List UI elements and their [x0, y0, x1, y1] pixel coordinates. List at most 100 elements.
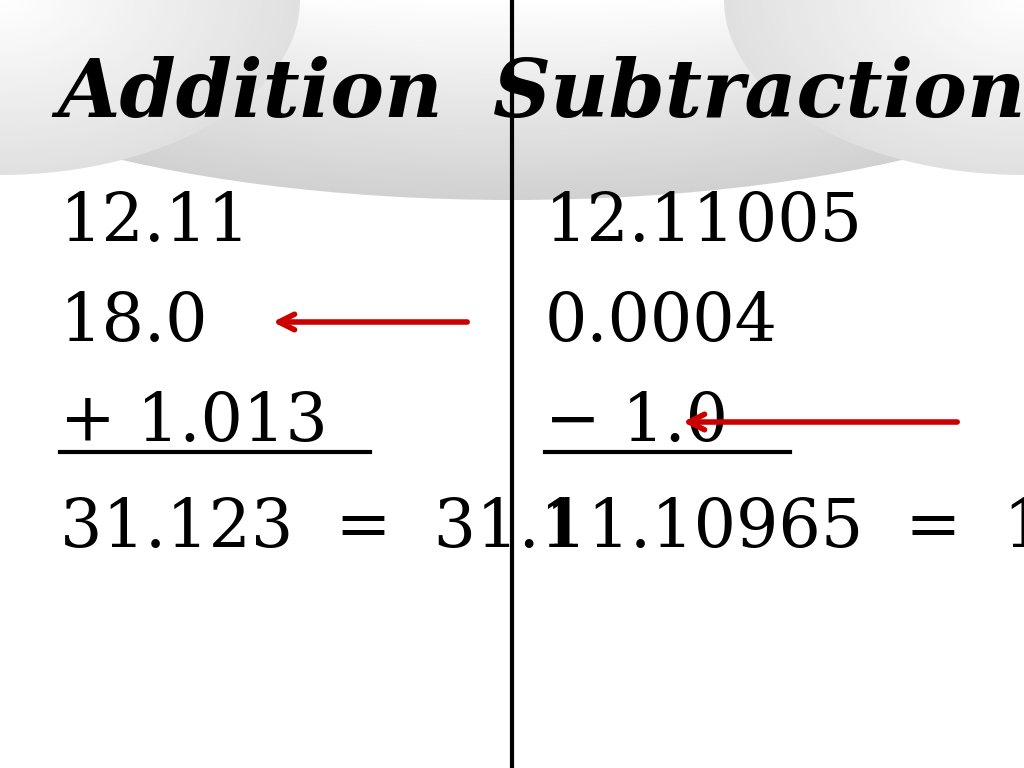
Ellipse shape	[0, 0, 1024, 167]
Ellipse shape	[267, 0, 757, 20]
Ellipse shape	[252, 0, 772, 27]
Ellipse shape	[274, 0, 750, 17]
Ellipse shape	[934, 0, 1024, 52]
Ellipse shape	[170, 0, 854, 63]
Ellipse shape	[0, 0, 232, 136]
Ellipse shape	[0, 0, 300, 175]
Ellipse shape	[986, 0, 1024, 22]
Ellipse shape	[0, 0, 270, 157]
Ellipse shape	[0, 0, 203, 118]
Ellipse shape	[852, 0, 1024, 101]
Ellipse shape	[110, 0, 914, 90]
Ellipse shape	[949, 0, 1024, 44]
Ellipse shape	[147, 0, 877, 73]
Ellipse shape	[132, 0, 892, 80]
Ellipse shape	[776, 0, 1024, 144]
Ellipse shape	[0, 0, 180, 105]
Ellipse shape	[57, 0, 967, 114]
Ellipse shape	[941, 0, 1024, 48]
Ellipse shape	[0, 0, 105, 61]
Ellipse shape	[0, 0, 38, 22]
Ellipse shape	[919, 0, 1024, 61]
Ellipse shape	[0, 0, 1024, 144]
Ellipse shape	[762, 0, 1024, 153]
Ellipse shape	[994, 0, 1024, 18]
Ellipse shape	[972, 0, 1024, 31]
Ellipse shape	[0, 0, 172, 101]
Ellipse shape	[102, 0, 922, 94]
Ellipse shape	[27, 0, 997, 127]
Ellipse shape	[282, 0, 742, 13]
Ellipse shape	[65, 0, 959, 110]
Ellipse shape	[784, 0, 1024, 140]
Ellipse shape	[0, 0, 293, 170]
Ellipse shape	[0, 0, 68, 39]
Ellipse shape	[874, 0, 1024, 88]
Ellipse shape	[0, 0, 45, 26]
Ellipse shape	[0, 0, 1024, 150]
Ellipse shape	[829, 0, 1024, 114]
Text: 0.0004: 0.0004	[545, 290, 778, 355]
Ellipse shape	[12, 0, 1012, 134]
Ellipse shape	[0, 0, 225, 131]
Ellipse shape	[866, 0, 1024, 92]
Ellipse shape	[0, 0, 240, 140]
Ellipse shape	[844, 0, 1024, 105]
Ellipse shape	[245, 0, 779, 30]
Ellipse shape	[882, 0, 1024, 83]
Ellipse shape	[0, 0, 1024, 170]
Ellipse shape	[0, 0, 60, 35]
Ellipse shape	[259, 0, 765, 23]
Ellipse shape	[155, 0, 869, 70]
Ellipse shape	[754, 0, 1024, 157]
Ellipse shape	[731, 0, 1024, 170]
Text: Subtraction: Subtraction	[494, 56, 1024, 134]
Ellipse shape	[0, 0, 217, 127]
Ellipse shape	[799, 0, 1024, 131]
Ellipse shape	[0, 0, 1024, 154]
Ellipse shape	[964, 0, 1024, 35]
Ellipse shape	[769, 0, 1024, 149]
Ellipse shape	[0, 0, 158, 92]
Text: Addition: Addition	[57, 56, 442, 134]
Ellipse shape	[0, 0, 165, 96]
Ellipse shape	[0, 0, 1024, 140]
Ellipse shape	[72, 0, 952, 107]
Ellipse shape	[0, 0, 120, 70]
Ellipse shape	[0, 0, 15, 8]
Ellipse shape	[237, 0, 787, 33]
Ellipse shape	[0, 0, 1024, 190]
Ellipse shape	[117, 0, 907, 87]
Ellipse shape	[222, 0, 802, 40]
Ellipse shape	[0, 0, 7, 5]
Ellipse shape	[87, 0, 937, 100]
Ellipse shape	[0, 0, 97, 57]
Ellipse shape	[0, 0, 1024, 200]
Ellipse shape	[0, 0, 1024, 197]
Ellipse shape	[177, 0, 847, 60]
Ellipse shape	[739, 0, 1024, 166]
Ellipse shape	[0, 0, 30, 18]
Ellipse shape	[35, 0, 989, 124]
Ellipse shape	[0, 0, 262, 153]
Text: 12.11005: 12.11005	[545, 190, 863, 255]
Text: + 1.013: + 1.013	[60, 389, 328, 455]
Ellipse shape	[4, 0, 1020, 137]
Ellipse shape	[0, 0, 90, 52]
Ellipse shape	[859, 0, 1024, 96]
Ellipse shape	[0, 0, 23, 13]
Ellipse shape	[0, 0, 1024, 180]
Ellipse shape	[0, 0, 1024, 157]
Ellipse shape	[193, 0, 831, 53]
Ellipse shape	[0, 0, 1024, 177]
Ellipse shape	[0, 0, 187, 109]
Ellipse shape	[889, 0, 1024, 79]
Ellipse shape	[0, 0, 1024, 174]
Ellipse shape	[0, 0, 1024, 160]
Ellipse shape	[0, 0, 255, 149]
Ellipse shape	[42, 0, 982, 120]
Ellipse shape	[162, 0, 862, 67]
Text: 18.0: 18.0	[60, 290, 209, 355]
Ellipse shape	[1017, 0, 1024, 5]
Ellipse shape	[792, 0, 1024, 136]
